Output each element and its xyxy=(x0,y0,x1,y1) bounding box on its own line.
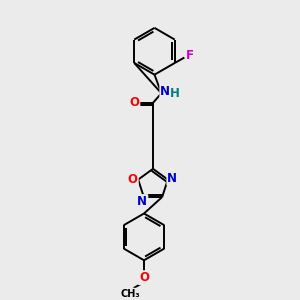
Text: O: O xyxy=(129,96,140,109)
Text: N: N xyxy=(160,85,170,98)
Text: F: F xyxy=(186,49,194,62)
Text: CH₃: CH₃ xyxy=(120,289,140,298)
Text: N: N xyxy=(167,172,177,184)
Text: H: H xyxy=(170,87,180,101)
Text: N: N xyxy=(137,195,147,208)
Text: O: O xyxy=(139,271,149,284)
Text: O: O xyxy=(128,173,138,186)
